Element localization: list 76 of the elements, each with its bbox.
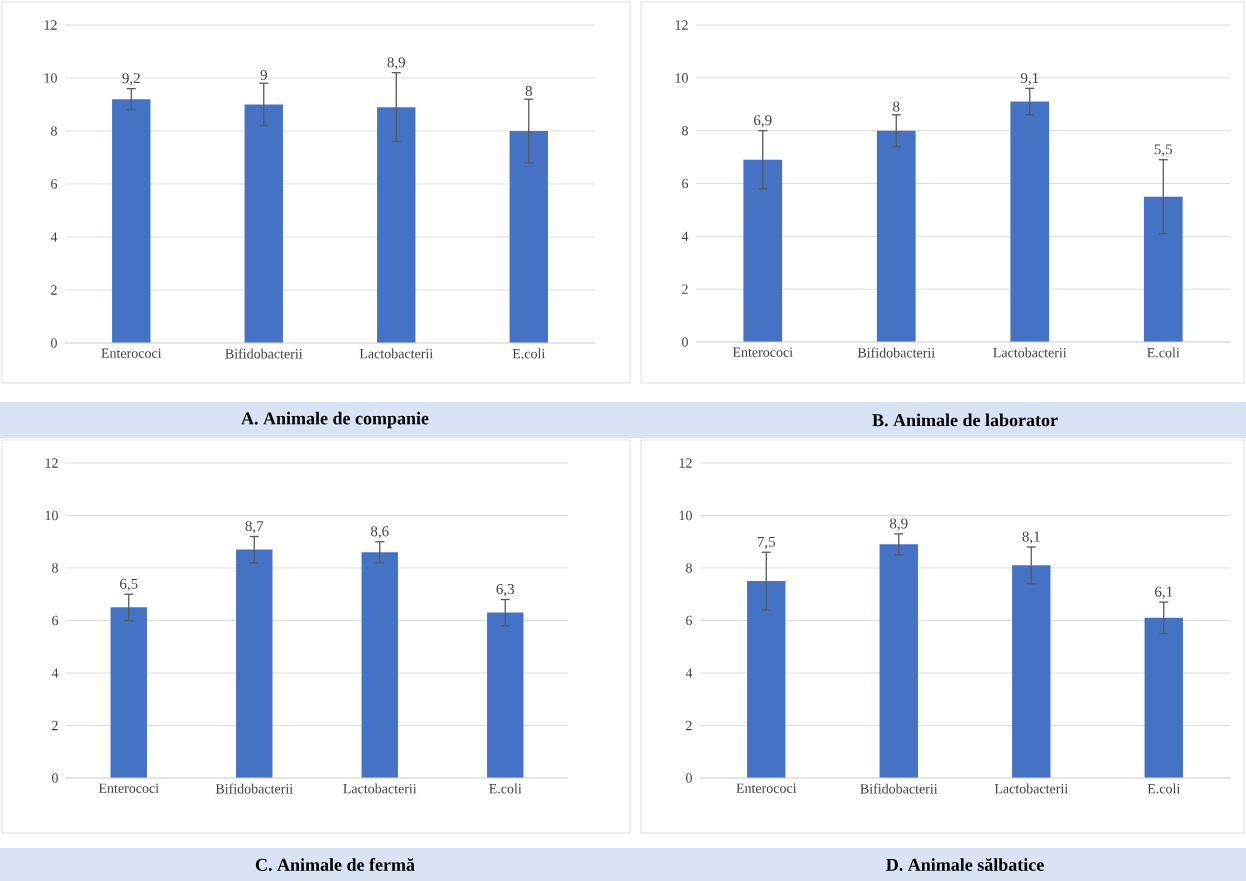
- y-tick-label: 12: [45, 458, 58, 468]
- x-tick-label: Enterococi: [736, 783, 797, 793]
- data-label: 8: [525, 85, 532, 96]
- y-tick-label: 10: [679, 510, 692, 521]
- bar: [1010, 101, 1050, 342]
- data-label: 8,1: [1022, 531, 1040, 544]
- y-tick-label: 4: [51, 668, 59, 678]
- bar: [361, 552, 398, 778]
- x-tick-label: Bifidobacterii: [860, 783, 938, 794]
- y-tick-label: 0: [686, 773, 692, 783]
- y-tick-label: 2: [686, 720, 692, 731]
- data-label: 6,9: [754, 115, 772, 128]
- y-tick-label: 2: [51, 285, 57, 295]
- y-tick-label: 4: [685, 668, 693, 678]
- y-tick-label: 10: [45, 510, 58, 521]
- text: B. Animale de laborator: [872, 413, 1058, 427]
- x-tick-label: E.coli: [489, 783, 522, 794]
- y-tick-label: 6: [52, 615, 59, 626]
- x-tick-label: Enterococi: [732, 347, 793, 357]
- y-tick-label: 8: [682, 125, 688, 136]
- bar: [1143, 196, 1183, 342]
- data-label: 8,6: [370, 526, 389, 539]
- data-label: 6,1: [1155, 586, 1173, 599]
- x-tick-label: Bifidobacterii: [215, 783, 293, 794]
- x-tick-label: Lactobacterii: [359, 348, 433, 359]
- data-label: 6,5: [120, 578, 138, 592]
- y-tick-label: 12: [44, 20, 57, 30]
- x-tick-label: Lactobacterii: [993, 347, 1067, 358]
- y-tick-label: 6: [686, 615, 693, 626]
- y-tick-label: 2: [52, 720, 58, 731]
- data-label: 8: [893, 101, 900, 112]
- y-tick-label: 8: [52, 563, 58, 573]
- data-label: 8,9: [889, 518, 908, 531]
- data-label: 8,7: [245, 521, 264, 534]
- bar: [743, 159, 783, 342]
- data-label: 6,3: [496, 584, 515, 597]
- bar: [236, 549, 273, 778]
- y-tick-label: 4: [681, 231, 689, 241]
- y-tick-label: 6: [682, 178, 689, 189]
- y-tick-label: 0: [52, 773, 58, 783]
- bar: [1012, 565, 1051, 778]
- data-label: 9,2: [122, 73, 140, 86]
- y-tick-label: 6: [51, 179, 58, 189]
- y-tick-label: 12: [679, 458, 692, 468]
- data-label: 5,5: [1154, 144, 1173, 157]
- y-tick-label: 4: [50, 232, 58, 242]
- x-tick-label: Lactobacterii: [343, 783, 417, 794]
- y-tick-label: 10: [675, 73, 688, 83]
- x-tick-label: Bifidobacterii: [225, 348, 303, 359]
- bar: [747, 581, 786, 778]
- y-tick-label: 8: [51, 126, 57, 136]
- x-tick-label: E.coli: [1147, 347, 1180, 358]
- data-label: 9: [260, 70, 267, 81]
- text: D. Animale sălbatice: [886, 858, 1044, 871]
- text: C. Animale de fermă: [255, 858, 415, 871]
- bar: [487, 612, 524, 778]
- x-tick-label: Enterococi: [98, 783, 159, 793]
- y-tick-label: 0: [51, 338, 57, 348]
- bar: [110, 607, 147, 778]
- data-label: 7,5: [757, 536, 776, 550]
- data-label: 8,9: [387, 57, 406, 70]
- x-tick-label: Lactobacterii: [994, 783, 1068, 794]
- bar: [1144, 617, 1183, 778]
- y-tick-label: 8: [686, 563, 692, 573]
- x-tick-label: Bifidobacterii: [857, 347, 935, 358]
- y-tick-label: 10: [44, 73, 57, 83]
- y-tick-label: 12: [675, 20, 688, 30]
- x-tick-label: Enterococi: [101, 348, 162, 358]
- bar: [876, 130, 916, 342]
- text: A. Animale de companie: [241, 411, 429, 429]
- x-tick-label: E.coli: [512, 348, 546, 359]
- x-tick-label: E.coli: [1147, 783, 1181, 794]
- data-label: 9,1: [1020, 72, 1039, 86]
- bar: [879, 544, 918, 778]
- y-tick-label: 0: [682, 337, 688, 347]
- y-tick-label: 2: [682, 284, 688, 294]
